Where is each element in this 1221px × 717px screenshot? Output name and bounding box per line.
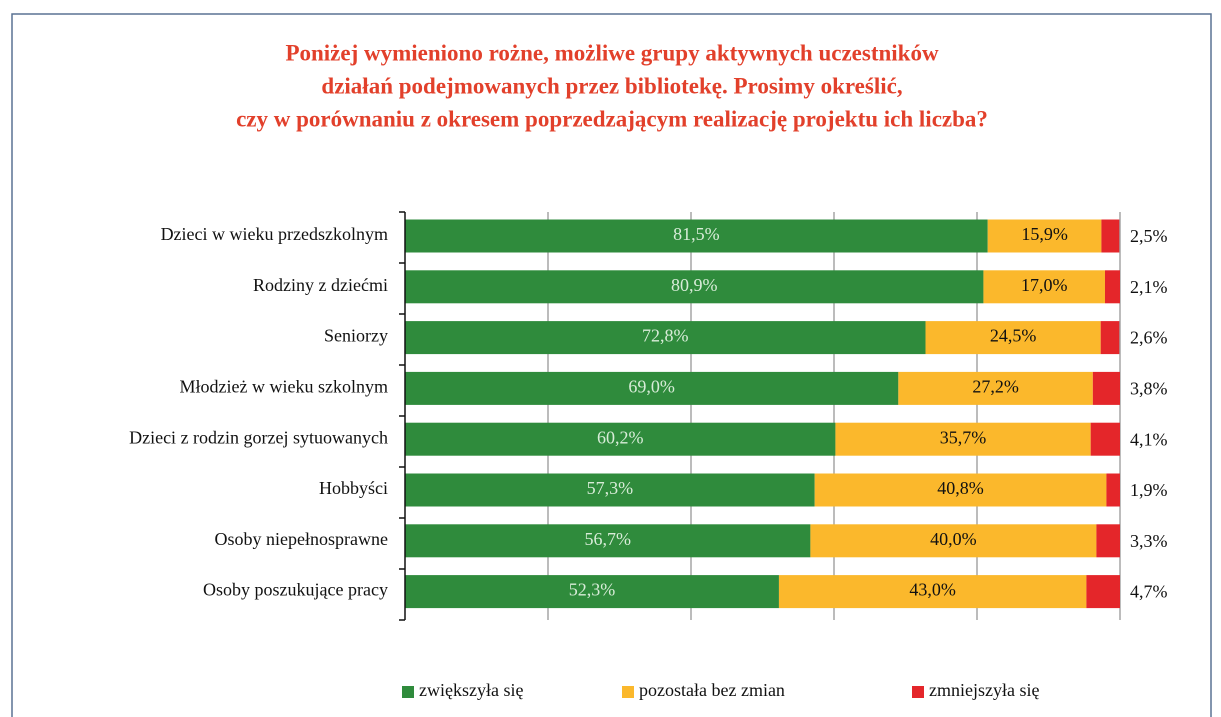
bar-segment [405, 575, 779, 609]
bar-segment [405, 371, 899, 405]
value-label: 1,9% [1130, 480, 1168, 500]
value-label: 81,5% [673, 224, 720, 244]
value-label: 15,9% [1021, 224, 1068, 244]
chart-title: czy w porównaniu z okresem poprzedzający… [236, 106, 988, 131]
legend-label: zwiększyła się [419, 680, 523, 700]
category-label: Dzieci z rodzin gorzej sytuowanych [129, 427, 388, 447]
value-label: 3,8% [1130, 379, 1168, 399]
value-label: 72,8% [642, 326, 689, 346]
bar-segment [987, 219, 1102, 253]
value-label: 2,5% [1130, 226, 1168, 246]
value-label: 43,0% [909, 580, 956, 600]
value-label: 4,7% [1130, 582, 1168, 602]
value-label: 17,0% [1021, 275, 1068, 295]
bar-segment [1101, 219, 1120, 253]
bar-segment [405, 270, 984, 304]
legend-label: zmniejszyła się [929, 680, 1039, 700]
value-label: 40,0% [930, 529, 977, 549]
bar-segment [835, 422, 1091, 456]
bar-segment [405, 422, 836, 456]
chart-title: działań podejmowanych przez bibliotekę. … [321, 73, 902, 98]
bar-segment [1100, 321, 1120, 355]
frame [11, 13, 1212, 717]
chart-title: Poniżej wymieniono rożne, możliwe grupy … [285, 40, 939, 65]
value-label: 24,5% [990, 326, 1037, 346]
value-label: 40,8% [937, 478, 984, 498]
bar-segment [1086, 575, 1120, 609]
category-label: Osoby niepełnosprawne [215, 529, 388, 549]
value-label: 27,2% [972, 377, 1019, 397]
category-label: Hobbyści [319, 478, 388, 498]
value-label: 2,6% [1130, 328, 1168, 348]
bar-segment [405, 321, 926, 355]
legend-label: pozostała bez zmian [639, 680, 785, 700]
value-label: 2,1% [1130, 277, 1168, 297]
category-label: Rodziny z dziećmi [253, 275, 388, 295]
value-label: 35,7% [940, 427, 987, 447]
bar-segment [925, 321, 1101, 355]
value-label: 80,9% [671, 275, 718, 295]
value-label: 4,1% [1130, 429, 1168, 449]
legend-swatch [912, 686, 924, 698]
category-label: Osoby poszukujące pracy [203, 580, 388, 600]
value-label: 3,3% [1130, 531, 1168, 551]
legend-swatch [622, 686, 634, 698]
bar-segment [983, 270, 1105, 304]
category-label: Młodzież w wieku szkolnym [180, 377, 388, 397]
bar-segment [1096, 524, 1120, 558]
value-label: 60,2% [597, 427, 644, 447]
value-label: 57,3% [587, 478, 634, 498]
bar-segment [405, 473, 815, 507]
bar-segment [898, 371, 1093, 405]
bar-segment [1090, 422, 1120, 456]
value-label: 69,0% [628, 377, 675, 397]
value-label: 56,7% [584, 529, 631, 549]
bar-segment [814, 473, 1107, 507]
bar-segment [1104, 270, 1120, 304]
bar-segment [778, 575, 1087, 609]
bar-segment [1106, 473, 1120, 507]
bar-segment [405, 524, 811, 558]
value-label: 52,3% [569, 580, 616, 600]
bar-segment [405, 219, 988, 253]
legend-swatch [402, 686, 414, 698]
category-label: Dzieci w wieku przedszkolnym [161, 224, 388, 244]
bar-segment [810, 524, 1097, 558]
category-label: Seniorzy [324, 326, 388, 346]
bar-segment [1092, 371, 1120, 405]
